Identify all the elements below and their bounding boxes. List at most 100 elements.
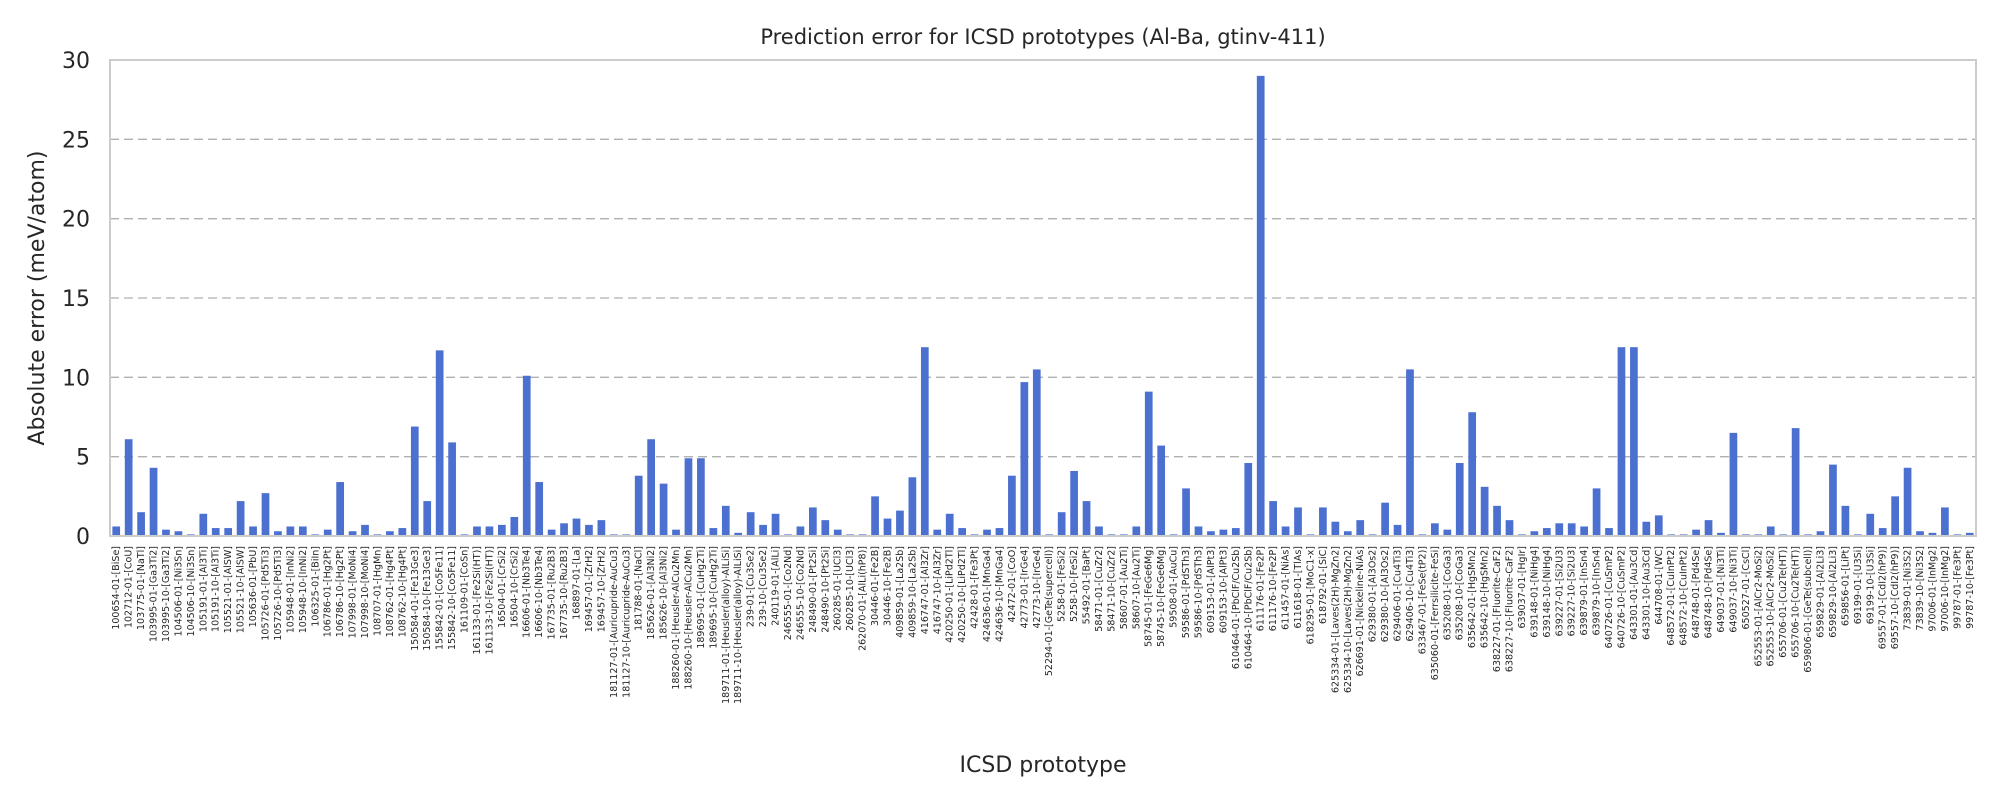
x-tick-label: 420250-10-[LiPd2Tl] bbox=[957, 546, 968, 643]
bar bbox=[1717, 532, 1725, 536]
y-tick-label: 0 bbox=[76, 525, 90, 550]
bar bbox=[1194, 526, 1203, 536]
bar bbox=[933, 529, 942, 536]
bar bbox=[871, 496, 879, 536]
y-tick-label: 5 bbox=[76, 446, 90, 471]
x-tick-label: 58471-10-[CuZr2] bbox=[1106, 546, 1117, 632]
x-tick-label: 655706-10-[Cu2Te(HT)] bbox=[1791, 546, 1802, 658]
x-tick-label: 16504-01-[CrSi2] bbox=[497, 546, 508, 628]
bar bbox=[945, 513, 954, 536]
x-tick-label: 648748-01-[Pd4Se] bbox=[1691, 546, 1702, 638]
x-tick-label: 42428-01-[Fe3Pt] bbox=[970, 546, 981, 629]
x-tick-label: 69557-01-[CdI2(hP9)] bbox=[1878, 546, 1889, 649]
bar bbox=[1878, 528, 1887, 536]
bar bbox=[796, 526, 805, 536]
bar bbox=[634, 475, 643, 536]
x-tick-label: 625334-01-[Laves(2H)-MgZn2] bbox=[1330, 546, 1341, 693]
bar bbox=[286, 526, 295, 536]
bar bbox=[1530, 531, 1539, 536]
x-tick-label: 105726-01-[Pd5Ti3] bbox=[261, 546, 272, 641]
bar bbox=[1144, 391, 1153, 536]
bar bbox=[249, 526, 257, 536]
x-tick-label: 58607-10-[Au2Ti] bbox=[1131, 546, 1142, 629]
x-tick-label: 108707-01-[HgMn] bbox=[372, 546, 383, 636]
gridlines bbox=[110, 138, 1976, 458]
bar bbox=[1542, 528, 1551, 536]
x-tick-label: 30446-01-[Fe2B] bbox=[870, 546, 881, 626]
bar bbox=[560, 523, 568, 536]
x-tick-label: 409859-01-[La2Sb] bbox=[895, 546, 906, 638]
x-tick-label: 97006-10-[InMg2] bbox=[1940, 546, 1951, 632]
bar bbox=[1841, 505, 1850, 536]
x-tick-label: 185626-10-[Al3Ni2] bbox=[659, 546, 670, 640]
x-tick-label: 55492-01-[BaPt] bbox=[1082, 546, 1093, 624]
bar bbox=[1319, 507, 1327, 536]
x-tick-label: 59508-01-[AuCu] bbox=[1169, 546, 1180, 628]
x-tick-label: 643301-01-[Au3Cd] bbox=[1629, 546, 1640, 640]
bar bbox=[323, 529, 332, 536]
x-tick-label: 105948-01-[InNi2] bbox=[285, 546, 296, 633]
x-tick-label: 104506-01-[Ni3Sn] bbox=[173, 546, 184, 636]
x-tick-label: 106786-10-[Hg2Pt] bbox=[335, 546, 346, 637]
x-tick-label: 5258-01-[FeSi2] bbox=[1057, 546, 1068, 622]
x-tick-label: 16606-10-[Nb3Te4] bbox=[534, 546, 545, 638]
x-tick-label: 618792-01-[SiC] bbox=[1318, 546, 1329, 624]
bar bbox=[1281, 526, 1290, 536]
x-tick-label: 629380-10-[Al3Os2] bbox=[1380, 546, 1391, 642]
x-tick-label: 69199-01-[U3Si] bbox=[1853, 546, 1864, 624]
x-tick-label: 652553-10-[AlCr2-MoSi2] bbox=[1766, 546, 1777, 667]
bar bbox=[920, 347, 929, 536]
bar bbox=[697, 458, 705, 536]
y-tick-label: 15 bbox=[62, 287, 90, 312]
x-tick-label: 105191-01-[Al3Ti] bbox=[198, 546, 209, 632]
x-tick-label: 416747-10-[Al3Zr] bbox=[932, 546, 943, 634]
bar bbox=[572, 518, 581, 536]
x-tick-label: 168897-01-[La] bbox=[572, 546, 583, 620]
bar bbox=[1480, 486, 1489, 536]
bar bbox=[1455, 463, 1464, 536]
x-tick-label: 42472-01-[CoO] bbox=[1007, 546, 1018, 623]
bar bbox=[361, 524, 369, 536]
bar bbox=[1630, 347, 1638, 536]
bar bbox=[1903, 467, 1912, 536]
bar bbox=[1331, 521, 1340, 536]
bar bbox=[199, 513, 208, 536]
x-tick-label: 409859-10-[La2Sb] bbox=[907, 546, 918, 638]
bar bbox=[647, 439, 655, 536]
x-tick-label: 635642-01-[HgSMn2] bbox=[1467, 546, 1478, 648]
x-tick-label: 100654-01-[BiSe] bbox=[111, 546, 122, 630]
x-tick-label: 59586-01-[PdSTh3] bbox=[1181, 546, 1192, 638]
x-tick-label: 106325-01-[BiIn] bbox=[310, 546, 321, 627]
x-tick-label: 639148-01-[NiHg4] bbox=[1529, 546, 1540, 638]
x-tick-label: 638227-01-[Fluorite-CaF2] bbox=[1492, 546, 1503, 672]
x-tick-label: 161133-01-[Fe2Si(HT)] bbox=[472, 546, 483, 655]
bar bbox=[659, 483, 668, 536]
x-tick-label: 639227-01-[Si2U3] bbox=[1554, 546, 1565, 636]
x-tick-label: 625334-10-[Laves(2H)-MgZn2] bbox=[1343, 546, 1354, 693]
bar bbox=[1157, 445, 1166, 536]
x-tick-label: 185626-01-[Al3Ni2] bbox=[646, 546, 657, 640]
x-tick-label: 99787-01-[Fe3Pt] bbox=[1952, 546, 1963, 629]
bar bbox=[908, 477, 917, 536]
bar bbox=[1965, 532, 1974, 536]
bar bbox=[1443, 529, 1452, 536]
x-tick-label: 103995-10-[Ga3Ti2] bbox=[161, 546, 172, 642]
bar bbox=[1555, 523, 1564, 536]
bar bbox=[1791, 428, 1800, 536]
bar bbox=[448, 442, 456, 536]
x-tick-label: 73839-01-[Ni3S2] bbox=[1903, 546, 1914, 630]
x-tick-label: 150584-10-[Fe13Ge3] bbox=[422, 546, 433, 651]
bar bbox=[1605, 528, 1613, 536]
bar bbox=[1406, 369, 1414, 536]
x-tick-label: 633467-01-[FeSe(tP2)] bbox=[1417, 546, 1428, 654]
bar bbox=[1231, 528, 1240, 536]
x-tick-label: 169457-01-[ZrH2] bbox=[584, 546, 595, 632]
chart-title: Prediction error for ICSD prototypes (Al… bbox=[760, 25, 1325, 49]
bar bbox=[261, 493, 270, 536]
x-tick-label: 155842-10-[Co5Fe11] bbox=[447, 546, 458, 650]
x-tick-label: 648572-01-[CuInPt2] bbox=[1666, 546, 1677, 646]
x-tick-label: 161109-01-[CoSn] bbox=[460, 546, 471, 633]
x-tick-label: 105521-10-[AlSW] bbox=[236, 546, 247, 633]
x-tick-label: 167735-10-[Ru2B3] bbox=[559, 546, 570, 639]
x-tick-label: 107998-10-[MoNi4] bbox=[360, 546, 371, 638]
